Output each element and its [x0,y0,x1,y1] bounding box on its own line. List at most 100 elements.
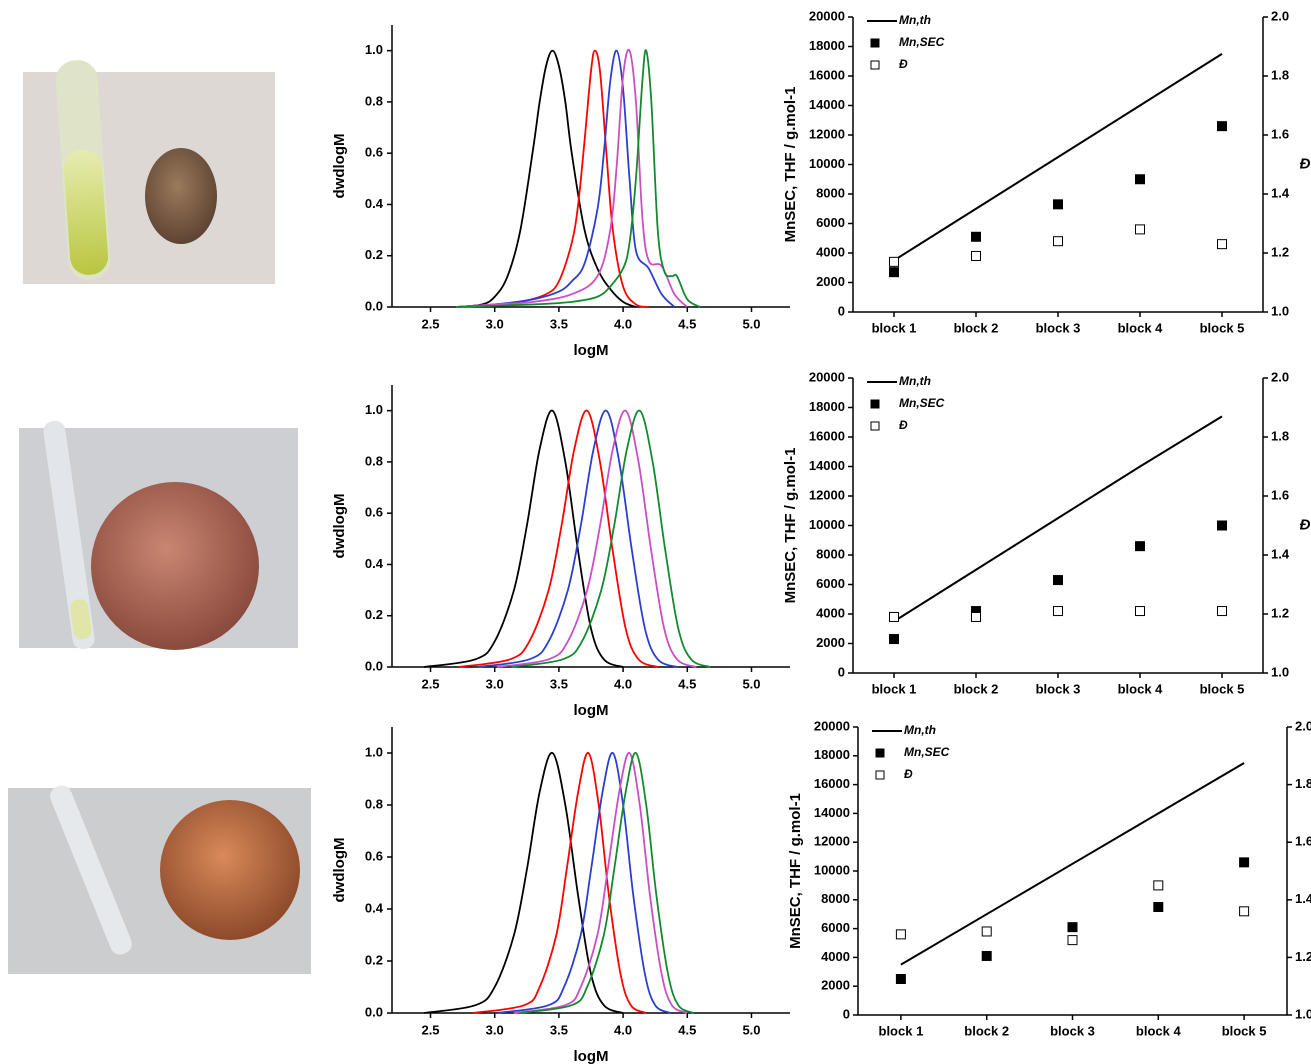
filled-marker [1135,174,1145,185]
x-tick-label: block 1 [872,320,917,335]
y2-tick-label: 2.0 [1271,8,1289,23]
y-tick-label: 12000 [809,487,845,502]
y2-tick-label: 1.4 [1271,185,1290,200]
y-tick-label: 0 [843,1006,850,1021]
y-tick-label: 8000 [821,891,850,906]
filled-marker [889,267,899,278]
gpc-curve [472,752,647,1014]
y2-tick-label: 1.6 [1295,834,1311,849]
x-tick-label: block 5 [1222,1023,1267,1038]
y-tick-label: 18000 [809,399,845,414]
y-tick-label: 0 [838,664,845,679]
filled-marker [1053,575,1063,586]
y-tick-label: 0 [838,303,845,318]
open-marker [889,256,899,267]
open-marker [1217,606,1227,617]
filled-marker [1217,121,1227,132]
open-marker [1053,606,1063,617]
open-marker [1135,224,1145,235]
y2-tick-label: 1.2 [1271,244,1289,259]
theory-line [893,415,1223,623]
y-tick-label: 18000 [809,38,845,53]
y-tick-label: 2000 [816,635,845,650]
y-tick-label: 12000 [809,126,845,141]
y2-tick-label: 1.2 [1295,949,1311,964]
open-marker [971,250,981,261]
gpc-curve [423,752,624,1014]
open-marker [1239,906,1250,917]
x-axis-title: logM [574,342,609,359]
y-tick-label: 0.2 [365,247,383,262]
gpc-curve [477,409,678,668]
y-tick-label: 6000 [816,576,845,591]
y-tick-label: 20000 [809,8,845,23]
y2-tick-label: 1.6 [1271,126,1289,141]
y-tick-label: 14000 [814,805,850,820]
y-tick-label: 20000 [814,718,850,733]
x-tick-label: block 3 [1036,320,1081,335]
y-tick-label: 2000 [816,274,845,289]
legend-label: Mn,SEC [899,35,945,49]
y-tick-label: 14000 [809,458,845,473]
y-tick-label: 2000 [821,978,850,993]
y-tick-label: 1.0 [365,402,383,417]
gpc-curve [423,409,624,668]
x-tick-label: 2.5 [421,1022,439,1037]
y-axis-title: dwdlogM [331,838,348,903]
x-tick-label: 2.5 [421,316,439,331]
gpc-curve [456,48,688,308]
theory-line [893,53,1223,262]
legend-label: Mn,th [904,723,936,737]
y-tick-label: 8000 [816,185,845,200]
x-tick-label: 4.0 [614,316,632,331]
y-tick-label: 1.0 [365,42,383,57]
y-tick-label: 0.2 [365,952,383,967]
y-tick-label: 16000 [809,428,845,443]
x-tick-label: 4.5 [678,1022,696,1037]
legend-label: Mn,SEC [904,745,950,759]
gpc-curve [497,752,672,1014]
open-marker [1053,236,1063,247]
filled-marker [971,231,981,242]
legend-label: Mn,th [899,13,931,27]
x-tick-label: block 5 [1200,681,1245,696]
y-axis-title: dwdlogM [331,134,348,199]
y2-tick-label: 1.0 [1295,1006,1311,1021]
x-tick-label: block 4 [1118,681,1164,696]
x-tick-label: block 5 [1200,320,1245,335]
y-tick-label: 4000 [816,605,845,620]
x-tick-label: 3.0 [486,676,504,691]
y-tick-label: 10000 [809,517,845,532]
y-tick-label: 6000 [821,920,850,935]
legend-marker [870,421,880,431]
x-axis-title: logM [574,702,609,719]
x-tick-label: 4.5 [678,316,696,331]
y-axis-title: MnSEC, THF / g.mol-1 [787,793,804,949]
y2-axis-title: Đ [1300,155,1311,172]
x-tick-label: block 1 [872,681,917,696]
y-axis-title: MnSEC, THF / g.mol-1 [782,448,799,604]
y-tick-label: 0.6 [365,145,383,160]
x-tick-label: 4.0 [614,676,632,691]
y2-tick-label: 1.4 [1295,891,1311,906]
y-tick-label: 20000 [809,369,845,384]
legend-marker [875,770,885,780]
x-axis-title: logM [574,1048,609,1064]
open-marker [1067,935,1078,946]
gpc-curve [456,49,637,308]
y-tick-label: 12000 [814,834,850,849]
x-tick-label: block 4 [1118,320,1164,335]
y-tick-label: 0.6 [365,848,383,863]
y-tick-label: 8000 [816,546,845,561]
y-tick-label: 0.2 [365,607,383,622]
filled-marker [1053,199,1063,210]
x-tick-label: 4.5 [678,676,696,691]
y-tick-label: 16000 [809,67,845,82]
x-tick-label: block 1 [879,1023,924,1038]
legend-marker [870,38,880,48]
y-axis-title: MnSEC, THF / g.mol-1 [782,87,799,243]
x-tick-label: 3.5 [550,676,568,691]
filled-marker [1239,857,1250,868]
y-tick-label: 0.4 [365,196,384,211]
y2-tick-label: 1.6 [1271,487,1289,502]
